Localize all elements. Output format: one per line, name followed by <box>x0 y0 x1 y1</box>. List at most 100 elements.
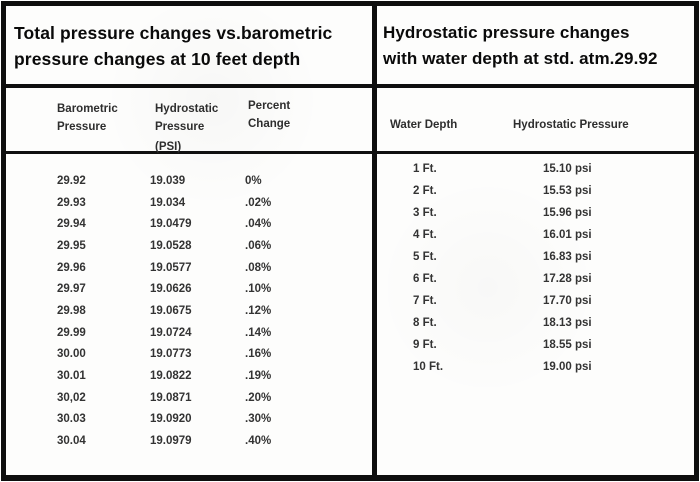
right-table-body: 1 Ft. 15.10 psi 2 Ft. 15.53 psi 3 Ft. 15.96 p… <box>377 154 694 475</box>
percent-change-value: .10% <box>245 283 272 296</box>
water-depth-value: 9 Ft. <box>413 339 437 351</box>
barometric-value: 30.00 <box>57 348 86 361</box>
hydrostatic-pressure-value: 17.70 psi <box>543 295 592 307</box>
table-row: 6 Ft. 17.28 psi <box>377 268 694 290</box>
hydrostatic-value: 19.0577 <box>150 261 192 274</box>
water-depth-value: 2 Ft. <box>413 185 437 197</box>
hydrostatic-pressure-value: 16.01 psi <box>543 229 592 241</box>
hydrostatic-pressure-value: 15.53 psi <box>543 185 592 197</box>
header-text: Hydrostatic <box>155 103 219 115</box>
hydrostatic-value: 19.0822 <box>150 370 192 383</box>
column-header-water-depth: Water Depth <box>390 119 458 131</box>
barometric-value: 29.94 <box>57 218 86 231</box>
water-depth-value: 1 Ft. <box>413 163 437 175</box>
hydrostatic-value: 19.0528 <box>150 239 192 252</box>
left-table: Total pressure changes vs.barometric pre… <box>6 6 377 475</box>
table-row: 29.94 19.0479 .04% <box>6 213 372 235</box>
hydrostatic-value: 19.0675 <box>150 304 192 317</box>
left-title-line2: pressure changes at 10 feet depth <box>14 49 301 69</box>
table-row: 29.92 19.039 0% <box>6 170 372 192</box>
left-table-body: 29.92 19.039 0% 29.93 19.034 .02% 29.94 19.0479… <box>6 154 372 475</box>
table-row: 29.99 19.0724 .14% <box>6 322 372 344</box>
barometric-value: 29.96 <box>57 261 86 274</box>
water-depth-value: 8 Ft. <box>413 317 437 329</box>
water-depth-value: 4 Ft. <box>413 229 437 241</box>
barometric-value: 29.93 <box>57 196 86 209</box>
right-title-line2: with water depth at std. atm.29.92 <box>383 49 658 68</box>
table-row: 29.98 19.0675 .12% <box>6 300 372 322</box>
table-row: 30.01 19.0822 .19% <box>6 365 372 387</box>
percent-change-value: .08% <box>245 261 272 274</box>
hydrostatic-value: 19.0920 <box>150 413 192 426</box>
hydrostatic-pressure-value: 17.28 psi <box>543 273 592 285</box>
percent-change-value: 0% <box>245 174 262 187</box>
table-row: 29.93 19.034 .02% <box>6 192 372 214</box>
barometric-value: 29.95 <box>57 239 86 252</box>
right-table: Hydrostatic pressure changes with water … <box>377 6 694 475</box>
left-title-line1: Total pressure changes vs.barometric <box>14 23 333 43</box>
hydrostatic-pressure-value: 18.13 psi <box>543 317 592 329</box>
percent-change-value: .12% <box>245 304 272 317</box>
header-text: Change <box>248 118 291 130</box>
right-table-title: Hydrostatic pressure changes with water … <box>377 6 694 88</box>
right-table-header: Water Depth Hydrostatic Pressure <box>377 88 694 154</box>
hydrostatic-value: 19.039 <box>150 174 186 187</box>
table-row: 8 Ft. 18.13 psi <box>377 312 694 334</box>
barometric-value: 30.01 <box>57 370 86 383</box>
hydrostatic-value: 19.0479 <box>150 218 192 231</box>
hydrostatic-pressure-value: 16.83 psi <box>543 251 592 263</box>
hydrostatic-value: 19.0626 <box>150 283 192 296</box>
barometric-value: 30,02 <box>57 391 86 404</box>
hydrostatic-pressure-value: 18.55 psi <box>543 339 592 351</box>
water-depth-value: 5 Ft. <box>413 251 437 263</box>
percent-change-value: .02% <box>245 196 272 209</box>
barometric-value: 30.04 <box>57 435 86 448</box>
table-row: 4 Ft. 16.01 psi <box>377 224 694 246</box>
header-text: Percent <box>248 100 291 112</box>
water-depth-value: 7 Ft. <box>413 295 437 307</box>
barometric-value: 30.03 <box>57 413 86 426</box>
percent-change-value: .14% <box>245 326 272 339</box>
column-header-hydrostatic-pressure: Hydrostatic Pressure <box>513 119 629 131</box>
barometric-value: 29.98 <box>57 304 86 317</box>
table-row: 30.04 19.0979 .40% <box>6 430 372 452</box>
hydrostatic-value: 19.034 <box>150 196 186 209</box>
table-row: 30,02 19.0871 .20% <box>6 387 372 409</box>
left-table-title: Total pressure changes vs.barometric pre… <box>6 6 372 88</box>
table-row: 7 Ft. 17.70 psi <box>377 290 694 312</box>
header-text: Barometric <box>57 103 118 115</box>
right-title-line1: Hydrostatic pressure changes <box>383 23 630 42</box>
percent-change-value: .16% <box>245 348 272 361</box>
table-row: 30.03 19.0920 .30% <box>6 409 372 431</box>
table-row: 29.96 19.0577 .08% <box>6 257 372 279</box>
table-row: 10 Ft. 19.00 psi <box>377 356 694 378</box>
hydrostatic-value: 19.0979 <box>150 435 192 448</box>
percent-change-value: .06% <box>245 239 272 252</box>
table-row: 2 Ft. 15.53 psi <box>377 180 694 202</box>
table-row: 29.97 19.0626 .10% <box>6 278 372 300</box>
water-depth-value: 3 Ft. <box>413 207 437 219</box>
left-table-header: Barometric Pressure Hydrostatic Pressure… <box>6 88 372 154</box>
table-row: 9 Ft. 18.55 psi <box>377 334 694 356</box>
water-depth-value: 10 Ft. <box>413 361 444 373</box>
hydrostatic-value: 19.0871 <box>150 391 192 404</box>
header-text: (PSI) <box>155 141 182 153</box>
percent-change-value: .19% <box>245 370 272 383</box>
table-row: 29.95 19.0528 .06% <box>6 235 372 257</box>
column-header-percent: Percent Change <box>248 97 290 151</box>
percent-change-value: .20% <box>245 391 272 404</box>
percent-change-value: .04% <box>245 218 272 231</box>
header-text: Pressure <box>155 121 205 133</box>
header-text: Pressure <box>57 121 107 133</box>
percent-change-value: .40% <box>245 435 272 448</box>
barometric-value: 29.92 <box>57 174 86 187</box>
column-header-barometric: Barometric Pressure <box>57 100 155 151</box>
table-row: 1 Ft. 15.10 psi <box>377 158 694 180</box>
hydrostatic-value: 19.0724 <box>150 326 192 339</box>
hydrostatic-pressure-value: 15.10 psi <box>543 163 592 175</box>
hydrostatic-pressure-value: 19.00 psi <box>543 361 592 373</box>
hydrostatic-pressure-value: 15.96 psi <box>543 207 592 219</box>
table-row: 3 Ft. 15.96 psi <box>377 202 694 224</box>
table-row: 30.00 19.0773 .16% <box>6 344 372 366</box>
